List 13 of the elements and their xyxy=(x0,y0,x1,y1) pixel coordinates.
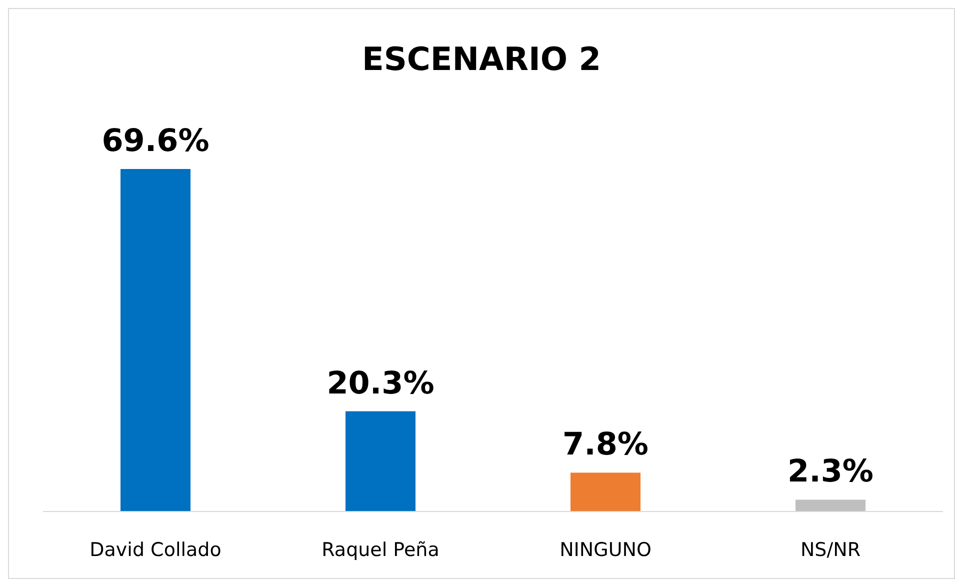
data-label: 20.3% xyxy=(326,365,434,402)
bar xyxy=(120,169,190,511)
x-tick-label: NINGUNO xyxy=(560,539,652,561)
data-label: 7.8% xyxy=(562,426,648,463)
x-tick-label: Raquel Peña xyxy=(322,539,440,561)
bar xyxy=(346,411,416,511)
x-tick-label: David Collado xyxy=(90,539,222,561)
x-tick-label: NS/NR xyxy=(800,539,861,561)
data-label: 69.6% xyxy=(102,123,210,159)
data-label: 2.3% xyxy=(788,454,874,490)
bar xyxy=(570,472,640,511)
chart-title: ESCENARIO 2 xyxy=(362,40,601,78)
bar xyxy=(796,500,866,511)
